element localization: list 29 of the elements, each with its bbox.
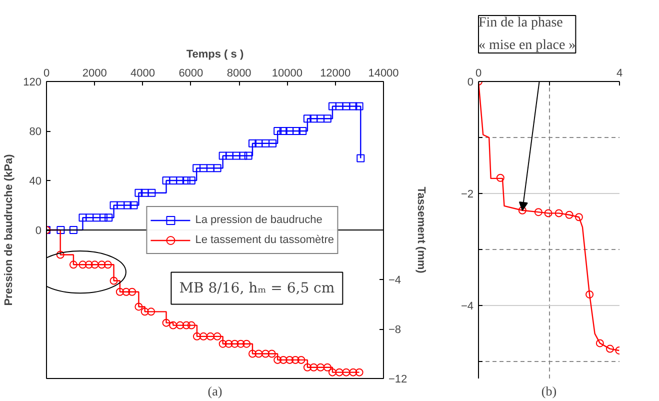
- y-tick-label: −2: [460, 188, 474, 201]
- x-tick-label: 4000: [130, 68, 156, 80]
- x-tick-label: 0: [43, 68, 50, 80]
- y2-tick-label: −8: [388, 324, 402, 336]
- y-tick-label: 120: [23, 76, 42, 88]
- x-tick-label: 6000: [178, 68, 204, 80]
- x-tick-label: 4: [616, 68, 623, 80]
- legend-label: Le tassement du tassomètre: [195, 234, 334, 246]
- y-tick-label: 0: [35, 225, 42, 237]
- annotation: MB 8/16, hₘ = 6,5 cm: [179, 280, 335, 296]
- text: Fin de la phase « mise en place »: [478, 16, 576, 53]
- y-axis-title: Pression de baudruche (kPa): [3, 154, 16, 306]
- text: (a): [208, 384, 222, 398]
- x-tick-label: 2000: [82, 68, 107, 80]
- x-tick-label: 10000: [272, 68, 303, 80]
- x-tick-label: 0: [475, 68, 482, 80]
- x-axis-title: Temps ( s ): [186, 48, 244, 60]
- x-tick-label: 14000: [368, 68, 399, 80]
- x-tick-label: 8000: [226, 68, 252, 80]
- y2-axis-title: Tassement (mm): [415, 186, 428, 274]
- y-tick-label: 0: [467, 76, 474, 88]
- y2-tick-label: −12: [388, 374, 408, 386]
- y-tick-label: 40: [29, 176, 42, 188]
- y-tick-label: 80: [29, 126, 42, 138]
- legend-label: La pression de baudruche: [195, 214, 322, 226]
- y-tick-label: −4: [460, 300, 474, 313]
- text: (b): [541, 384, 557, 398]
- y2-tick-label: −4: [388, 274, 402, 286]
- x-tick-label: 12000: [320, 68, 351, 80]
